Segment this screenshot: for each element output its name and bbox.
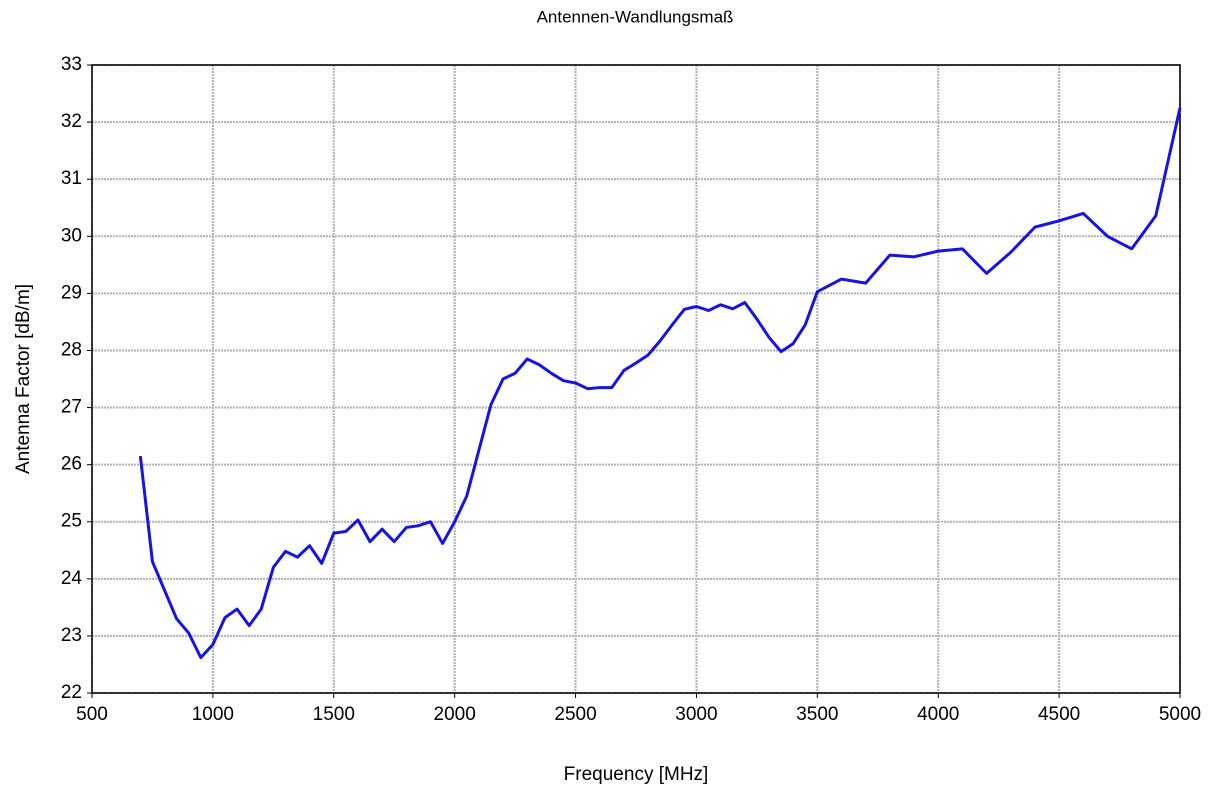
- x-tick-label: 500: [76, 704, 108, 725]
- y-tick-label: 25: [61, 511, 82, 532]
- y-tick-label: 24: [61, 568, 83, 589]
- x-tick-label: 4500: [1038, 704, 1080, 725]
- x-tick-label: 2500: [554, 704, 596, 725]
- y-axis-label: Antenna Factor [dB/m]: [13, 284, 34, 474]
- x-tick-label: 1000: [192, 704, 234, 725]
- y-tick-label: 23: [61, 625, 82, 646]
- y-tick-label: 28: [61, 339, 82, 360]
- plot-frame: [91, 64, 1181, 694]
- x-tick-label: 1500: [313, 704, 355, 725]
- y-tick-label: 29: [61, 282, 82, 303]
- x-tick-label: 3500: [796, 704, 838, 725]
- x-tick-label: 5000: [1159, 704, 1201, 725]
- y-tick-label: 33: [61, 54, 82, 75]
- y-tick-label: 27: [61, 397, 82, 418]
- chart-title: Antennen-Wandlungsmaß: [537, 7, 734, 26]
- y-tick-label: 22: [61, 682, 82, 703]
- y-tick-label: 26: [61, 454, 82, 475]
- x-tick-label: 3000: [675, 704, 717, 725]
- x-tick-label: 2000: [434, 704, 476, 725]
- x-axis-label: Frequency [MHz]: [564, 764, 709, 785]
- x-tick-label: 4000: [917, 704, 959, 725]
- data-line: [138, 107, 1182, 660]
- y-tick-label: 32: [61, 111, 82, 132]
- y-tick-label: 30: [61, 225, 82, 246]
- y-tick-label: 31: [61, 168, 82, 189]
